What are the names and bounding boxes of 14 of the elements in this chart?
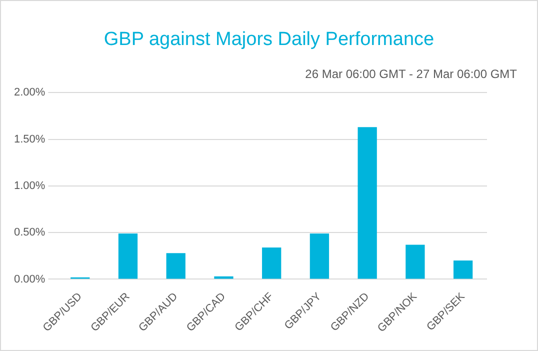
bar [453, 260, 473, 279]
y-tick-label: 1.00% [14, 180, 46, 192]
chart-subtitle: 26 Mar 06:00 GMT - 27 Mar 06:00 GMT [305, 67, 517, 81]
y-tick-label: 1.50% [14, 133, 46, 146]
bar [310, 234, 330, 279]
bar [262, 248, 282, 279]
y-tick-label: 0.50% [14, 226, 46, 239]
bar [166, 253, 186, 279]
bar [358, 127, 377, 279]
y-tick-label: 0.00% [14, 273, 46, 286]
bar [118, 234, 138, 279]
y-tick-label: 2.00% [14, 86, 46, 99]
chart-title: GBP against Majors Daily Performance [102, 29, 436, 51]
bar [406, 244, 425, 279]
